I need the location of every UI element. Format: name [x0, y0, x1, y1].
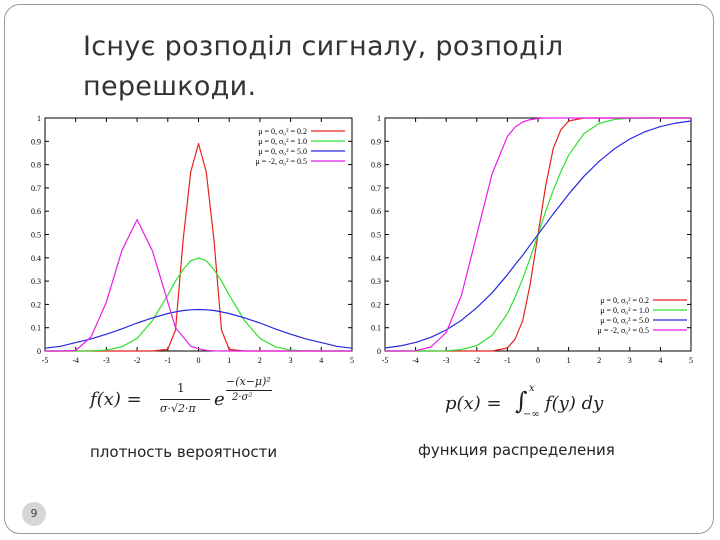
cdf-integral-sign: ∫ [515, 387, 528, 415]
pdf-caption: плотность вероятности [90, 443, 278, 461]
pdf-chart: -5 -4 -3 -2 -1 0 1 2 3 4 5 0 0.1 0.2 0.3 0.4 0.5 0.6 0.7 0.… [31, 114, 354, 365]
cdf-y-tick-label: 0.2 [371, 300, 381, 309]
pdf-x-tick-label: -1 [164, 356, 171, 365]
cdf-legend-label-1: μ = 0, σ₀² = 0.2 [600, 296, 649, 305]
cdf-y-tick-label: 0.6 [371, 207, 381, 216]
cdf-y-tick-label: 0.1 [371, 324, 381, 333]
cdf-y-tick-label: 0.9 [371, 137, 381, 146]
pdf-formula: f(x) = 1 σ·√2·π e −(x−μ)² 2·σ² [90, 375, 290, 425]
cdf-x-tick-label: 5 [689, 356, 693, 365]
cdf-y-tick-label: 0.5 [371, 231, 381, 240]
cdf-y-tick-label: 0.3 [371, 277, 381, 286]
pdf-x-tick-label: -4 [72, 356, 79, 365]
cdf-y-tick-label: 0.8 [371, 161, 381, 170]
pdf-series-line-2 [45, 257, 352, 352]
cdf-series-line-4 [385, 117, 691, 352]
cdf-x-tick-label: -2 [473, 356, 480, 365]
cdf-x-tick-label: -1 [504, 356, 511, 365]
cdf-legend-label-4: μ = -2, σ₀² = 0.5 [598, 326, 649, 335]
pdf-series-line-1 [45, 142, 352, 352]
pdf-formula-numerator: 1 [177, 381, 185, 395]
cdf-x-tick-label: 0 [536, 356, 540, 365]
pdf-legend-label-4: μ = -2, σ₀² = 0.5 [256, 157, 307, 166]
pdf-x-tick-label: -5 [42, 356, 49, 365]
cdf-x-tick-label: 3 [628, 356, 632, 365]
title-line-2: перешкоди. [83, 71, 257, 102]
pdf-x-tick-label: 4 [319, 356, 323, 365]
page-number-badge: 9 [22, 502, 46, 526]
pdf-x-tick-label: 0 [197, 356, 201, 365]
cdf-formula-lhs: p(x) = [445, 393, 502, 414]
cdf-y-tick-label: 0.7 [371, 184, 381, 193]
pdf-y-tick-label: 0.8 [31, 161, 41, 170]
title-line-1: Існує розподіл сигналу, розподіл [83, 31, 564, 62]
pdf-legend-label-2: μ = 0, σ₀² = 1.0 [258, 137, 307, 146]
cdf-x-tick-label: -4 [412, 356, 419, 365]
cdf-caption: функция распределения [418, 441, 615, 459]
cdf-formula: p(x) = ∫ x −∞ f(y) dy [445, 383, 645, 423]
pdf-y-tick-label: 0.4 [31, 254, 41, 263]
cdf-x-tick-label: -5 [382, 356, 389, 365]
pdf-y-tick-label: 0.9 [31, 137, 41, 146]
pdf-x-tick-label: -3 [103, 356, 110, 365]
cdf-x-tick-label: 4 [658, 356, 662, 365]
pdf-y-tick-label: 0.6 [31, 207, 41, 216]
pdf-y-tick-label: 0.5 [31, 231, 41, 240]
cdf-x-tick-label: -3 [443, 356, 450, 365]
cdf-legend-label-3: μ = 0, σ₀² = 5.0 [600, 316, 649, 325]
pdf-formula-base: e [214, 389, 225, 410]
cdf-series-line-3 [384, 120, 692, 349]
pdf-x-tick-label: 2 [258, 356, 262, 365]
pdf-exponent-bar [226, 390, 272, 391]
pdf-exponent-numerator: −(x−μ)² [226, 375, 271, 388]
cdf-y-tick-label: 0.4 [371, 254, 381, 263]
slide-title: Існує розподіл сигналу, розподіл перешко… [83, 27, 643, 107]
pdf-y-tick-label: 0.2 [31, 300, 41, 309]
slide: Існує розподіл сигналу, розподіл перешко… [4, 4, 714, 534]
pdf-y-tick-label: 0.7 [31, 184, 41, 193]
pdf-x-tick-label: 5 [350, 356, 354, 365]
pdf-formula-lhs: f(x) = [90, 389, 142, 410]
cdf-x-tick-label: 2 [597, 356, 601, 365]
cdf-integral-upper: x [529, 383, 535, 394]
cdf-integral-lower: −∞ [523, 409, 540, 420]
pdf-exponent-denominator: 2·σ² [232, 392, 253, 403]
pdf-y-tick-label: 0.1 [31, 324, 41, 333]
pdf-series-line-4 [45, 218, 352, 352]
cdf-x-tick-label: 1 [567, 356, 571, 365]
cdf-legend-label-2: μ = 0, σ₀² = 1.0 [600, 306, 649, 315]
cdf-y-tick-label: 1 [377, 114, 381, 123]
pdf-x-tick-label: 1 [227, 356, 231, 365]
pdf-x-tick-label: -2 [134, 356, 141, 365]
pdf-legend-label-1: μ = 0, σ₀² = 0.2 [258, 127, 307, 136]
cdf-formula-integrand: f(y) dy [545, 393, 604, 414]
pdf-legend-label-3: μ = 0, σ₀² = 5.0 [258, 147, 307, 156]
pdf-series-line-3 [44, 308, 353, 349]
pdf-y-tick-label: 0 [37, 347, 41, 356]
cdf-chart: -5 -4 -3 -2 -1 0 1 2 3 4 5 0 0.1 0.2 0.3 0.4 0.5 0.6 0.7 0.… [371, 114, 693, 365]
cdf-y-tick-label: 0 [377, 347, 381, 356]
pdf-formula-denominator: σ·√2·π [160, 402, 196, 415]
pdf-y-tick-label: 0.3 [31, 277, 41, 286]
pdf-x-tick-label: 3 [289, 356, 293, 365]
pdf-fraction-bar [160, 399, 210, 400]
pdf-y-tick-label: 1 [37, 114, 41, 123]
